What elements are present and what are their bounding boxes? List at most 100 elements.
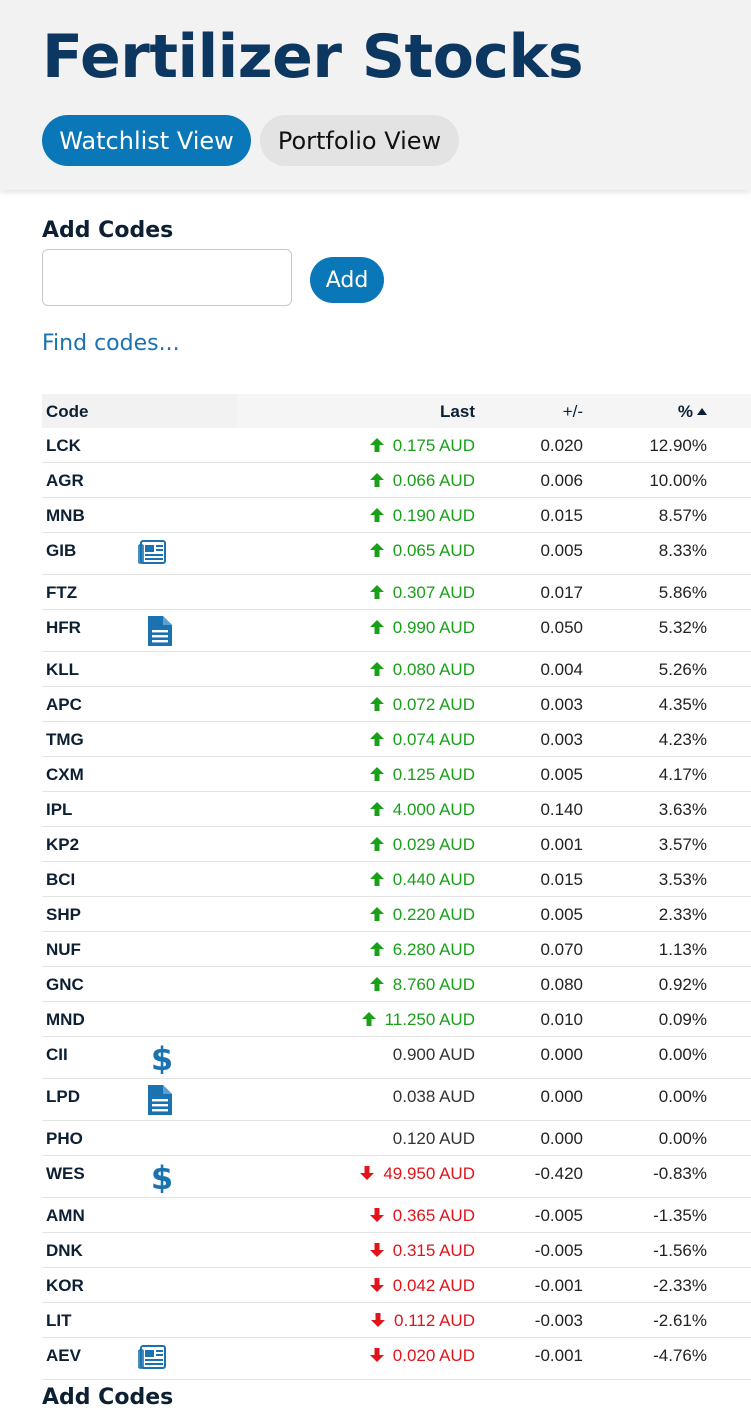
stock-code[interactable]: CII bbox=[46, 1045, 68, 1064]
stock-code[interactable]: WES bbox=[46, 1164, 85, 1183]
table-row[interactable]: BCI 0.440 AUD 0.015 3.53% bbox=[42, 862, 751, 897]
newspaper-icon[interactable] bbox=[138, 1343, 170, 1373]
table-row[interactable]: KP2 0.029 AUD 0.001 3.57% bbox=[42, 827, 751, 862]
document-icon[interactable] bbox=[144, 615, 176, 646]
stock-code[interactable]: GIB bbox=[46, 541, 77, 560]
newspaper-icon[interactable] bbox=[138, 538, 170, 568]
price-change: 0.004 bbox=[540, 660, 583, 679]
stock-code[interactable]: AMN bbox=[46, 1206, 85, 1225]
arrow-up-icon bbox=[369, 543, 384, 557]
price-change: -0.003 bbox=[534, 1311, 583, 1330]
price-change: -0.420 bbox=[534, 1164, 583, 1183]
last-price: 0.066 AUD bbox=[369, 471, 475, 491]
percent-change: -2.61% bbox=[653, 1311, 707, 1330]
add-codes-label: Add Codes bbox=[42, 218, 174, 243]
table-row[interactable]: TMG 0.074 AUD 0.003 4.23% bbox=[42, 722, 751, 757]
table-row[interactable]: NUF 6.280 AUD 0.070 1.13% bbox=[42, 932, 751, 967]
find-codes-link[interactable]: Find codes... bbox=[42, 331, 180, 356]
last-price: 0.072 AUD bbox=[369, 695, 475, 715]
stock-code[interactable]: NUF bbox=[46, 940, 81, 959]
stock-code[interactable]: AGR bbox=[46, 471, 84, 490]
last-price-value: 0.365 AUD bbox=[392, 1206, 475, 1225]
stock-code[interactable]: MND bbox=[46, 1010, 85, 1029]
price-change: 0.070 bbox=[540, 940, 583, 959]
stock-code[interactable]: KOR bbox=[46, 1276, 84, 1295]
stock-code[interactable]: DNK bbox=[46, 1241, 83, 1260]
percent-change: 3.63% bbox=[658, 800, 707, 819]
last-price: 0.315 AUD bbox=[369, 1241, 475, 1261]
stock-code[interactable]: SHP bbox=[46, 905, 81, 924]
table-row[interactable]: DNK 0.315 AUD -0.005 -1.56% bbox=[42, 1233, 751, 1268]
table-row[interactable]: MNB 0.190 AUD 0.015 8.57% bbox=[42, 498, 751, 533]
price-change: -0.005 bbox=[534, 1241, 583, 1260]
last-price-value: 0.112 AUD bbox=[394, 1311, 475, 1330]
last-price: 0.065 AUD bbox=[369, 541, 475, 561]
percent-change: -1.56% bbox=[653, 1241, 707, 1260]
table-row[interactable]: APC 0.072 AUD 0.003 4.35% bbox=[42, 687, 751, 722]
stock-code[interactable]: HFR bbox=[46, 618, 81, 637]
column-header-code[interactable]: Code bbox=[46, 402, 89, 421]
arrow-up-icon bbox=[369, 837, 384, 851]
table-row[interactable]: AMN 0.365 AUD -0.005 -1.35% bbox=[42, 1198, 751, 1233]
stock-code[interactable]: MNB bbox=[46, 506, 85, 525]
table-row[interactable]: LCK 0.175 AUD 0.020 12.90% bbox=[42, 428, 751, 463]
stock-code[interactable]: LCK bbox=[46, 436, 81, 455]
column-header-change[interactable]: +/- bbox=[562, 402, 583, 421]
arrow-up-icon bbox=[369, 620, 384, 634]
arrow-down-icon bbox=[360, 1166, 375, 1180]
watchlist-view-tab[interactable]: Watchlist View bbox=[42, 115, 251, 166]
stock-code[interactable]: AEV bbox=[46, 1346, 81, 1365]
percent-change: 0.00% bbox=[658, 1087, 707, 1106]
stock-code[interactable]: GNC bbox=[46, 975, 84, 994]
stock-code[interactable]: FTZ bbox=[46, 583, 78, 602]
stock-code[interactable]: BCI bbox=[46, 870, 76, 889]
stock-code[interactable]: LPD bbox=[46, 1087, 80, 1106]
table-row[interactable]: AGR 0.066 AUD 0.006 10.00% bbox=[42, 463, 751, 498]
table-row[interactable]: FTZ 0.307 AUD 0.017 5.86% bbox=[42, 575, 751, 610]
dollar-icon[interactable]: $ bbox=[147, 1161, 179, 1193]
stock-code[interactable]: IPL bbox=[46, 800, 73, 819]
table-row[interactable]: MND 11.250 AUD 0.010 0.09% bbox=[42, 1002, 751, 1037]
stock-code[interactable]: CXM bbox=[46, 765, 84, 784]
stock-code[interactable]: LIT bbox=[46, 1311, 72, 1330]
stock-code[interactable]: KLL bbox=[46, 660, 80, 679]
table-row[interactable]: KLL 0.080 AUD 0.004 5.26% bbox=[42, 652, 751, 687]
add-button[interactable]: Add bbox=[310, 257, 384, 303]
table-row[interactable]: IPL 4.000 AUD 0.140 3.63% bbox=[42, 792, 751, 827]
portfolio-view-tab[interactable]: Portfolio View bbox=[260, 115, 459, 166]
stock-code[interactable]: KP2 bbox=[46, 835, 80, 854]
column-header-pct[interactable]: % bbox=[678, 402, 707, 422]
stock-code[interactable]: APC bbox=[46, 695, 82, 714]
table-row[interactable]: GIB 0.065 AUD 0.005 8.33% bbox=[42, 533, 751, 575]
table-row[interactable]: SHP 0.220 AUD 0.005 2.33% bbox=[42, 897, 751, 932]
table-row[interactable]: LPD 0.038 AUD 0.000 0.00% bbox=[42, 1079, 751, 1121]
percent-change: 5.32% bbox=[658, 618, 707, 637]
column-header-last[interactable]: Last bbox=[440, 402, 475, 421]
last-price-value: 6.280 AUD bbox=[392, 940, 475, 959]
last-price-value: 0.065 AUD bbox=[392, 541, 475, 560]
stock-code[interactable]: TMG bbox=[46, 730, 84, 749]
table-row[interactable]: KOR 0.042 AUD -0.001 -2.33% bbox=[42, 1268, 751, 1303]
table-row[interactable]: HFR 0.990 AUD 0.050 5.32% bbox=[42, 610, 751, 652]
table-row[interactable]: PHO 0.120 AUD 0.000 0.00% bbox=[42, 1121, 751, 1156]
last-price-value: 0.080 AUD bbox=[392, 660, 475, 679]
table-row[interactable]: AEV 0.020 AUD -0.001 -4.76% bbox=[42, 1338, 751, 1380]
table-row[interactable]: CXM 0.125 AUD 0.005 4.17% bbox=[42, 757, 751, 792]
stock-code[interactable]: PHO bbox=[46, 1129, 83, 1148]
last-price-value: 0.125 AUD bbox=[392, 765, 475, 784]
last-price: 11.250 AUD bbox=[361, 1010, 475, 1030]
price-change: 0.010 bbox=[540, 1010, 583, 1029]
percent-change: -1.35% bbox=[653, 1206, 707, 1225]
last-price-value: 8.760 AUD bbox=[392, 975, 475, 994]
table-row[interactable]: LIT 0.112 AUD -0.003 -2.61% bbox=[42, 1303, 751, 1338]
add-codes-input[interactable] bbox=[42, 249, 292, 306]
last-price: 0.175 AUD bbox=[369, 436, 475, 456]
table-row[interactable]: GNC 8.760 AUD 0.080 0.92% bbox=[42, 967, 751, 1002]
table-row[interactable]: CII $0.900 AUD 0.000 0.00% bbox=[42, 1037, 751, 1079]
add-codes-label-bottom: Add Codes bbox=[42, 1385, 174, 1410]
document-icon[interactable] bbox=[144, 1084, 176, 1115]
table-row[interactable]: WES $49.950 AUD -0.420 -0.83% bbox=[42, 1156, 751, 1198]
last-price: 0.990 AUD bbox=[369, 618, 475, 638]
arrow-up-icon bbox=[369, 802, 384, 816]
dollar-icon[interactable]: $ bbox=[147, 1042, 179, 1074]
